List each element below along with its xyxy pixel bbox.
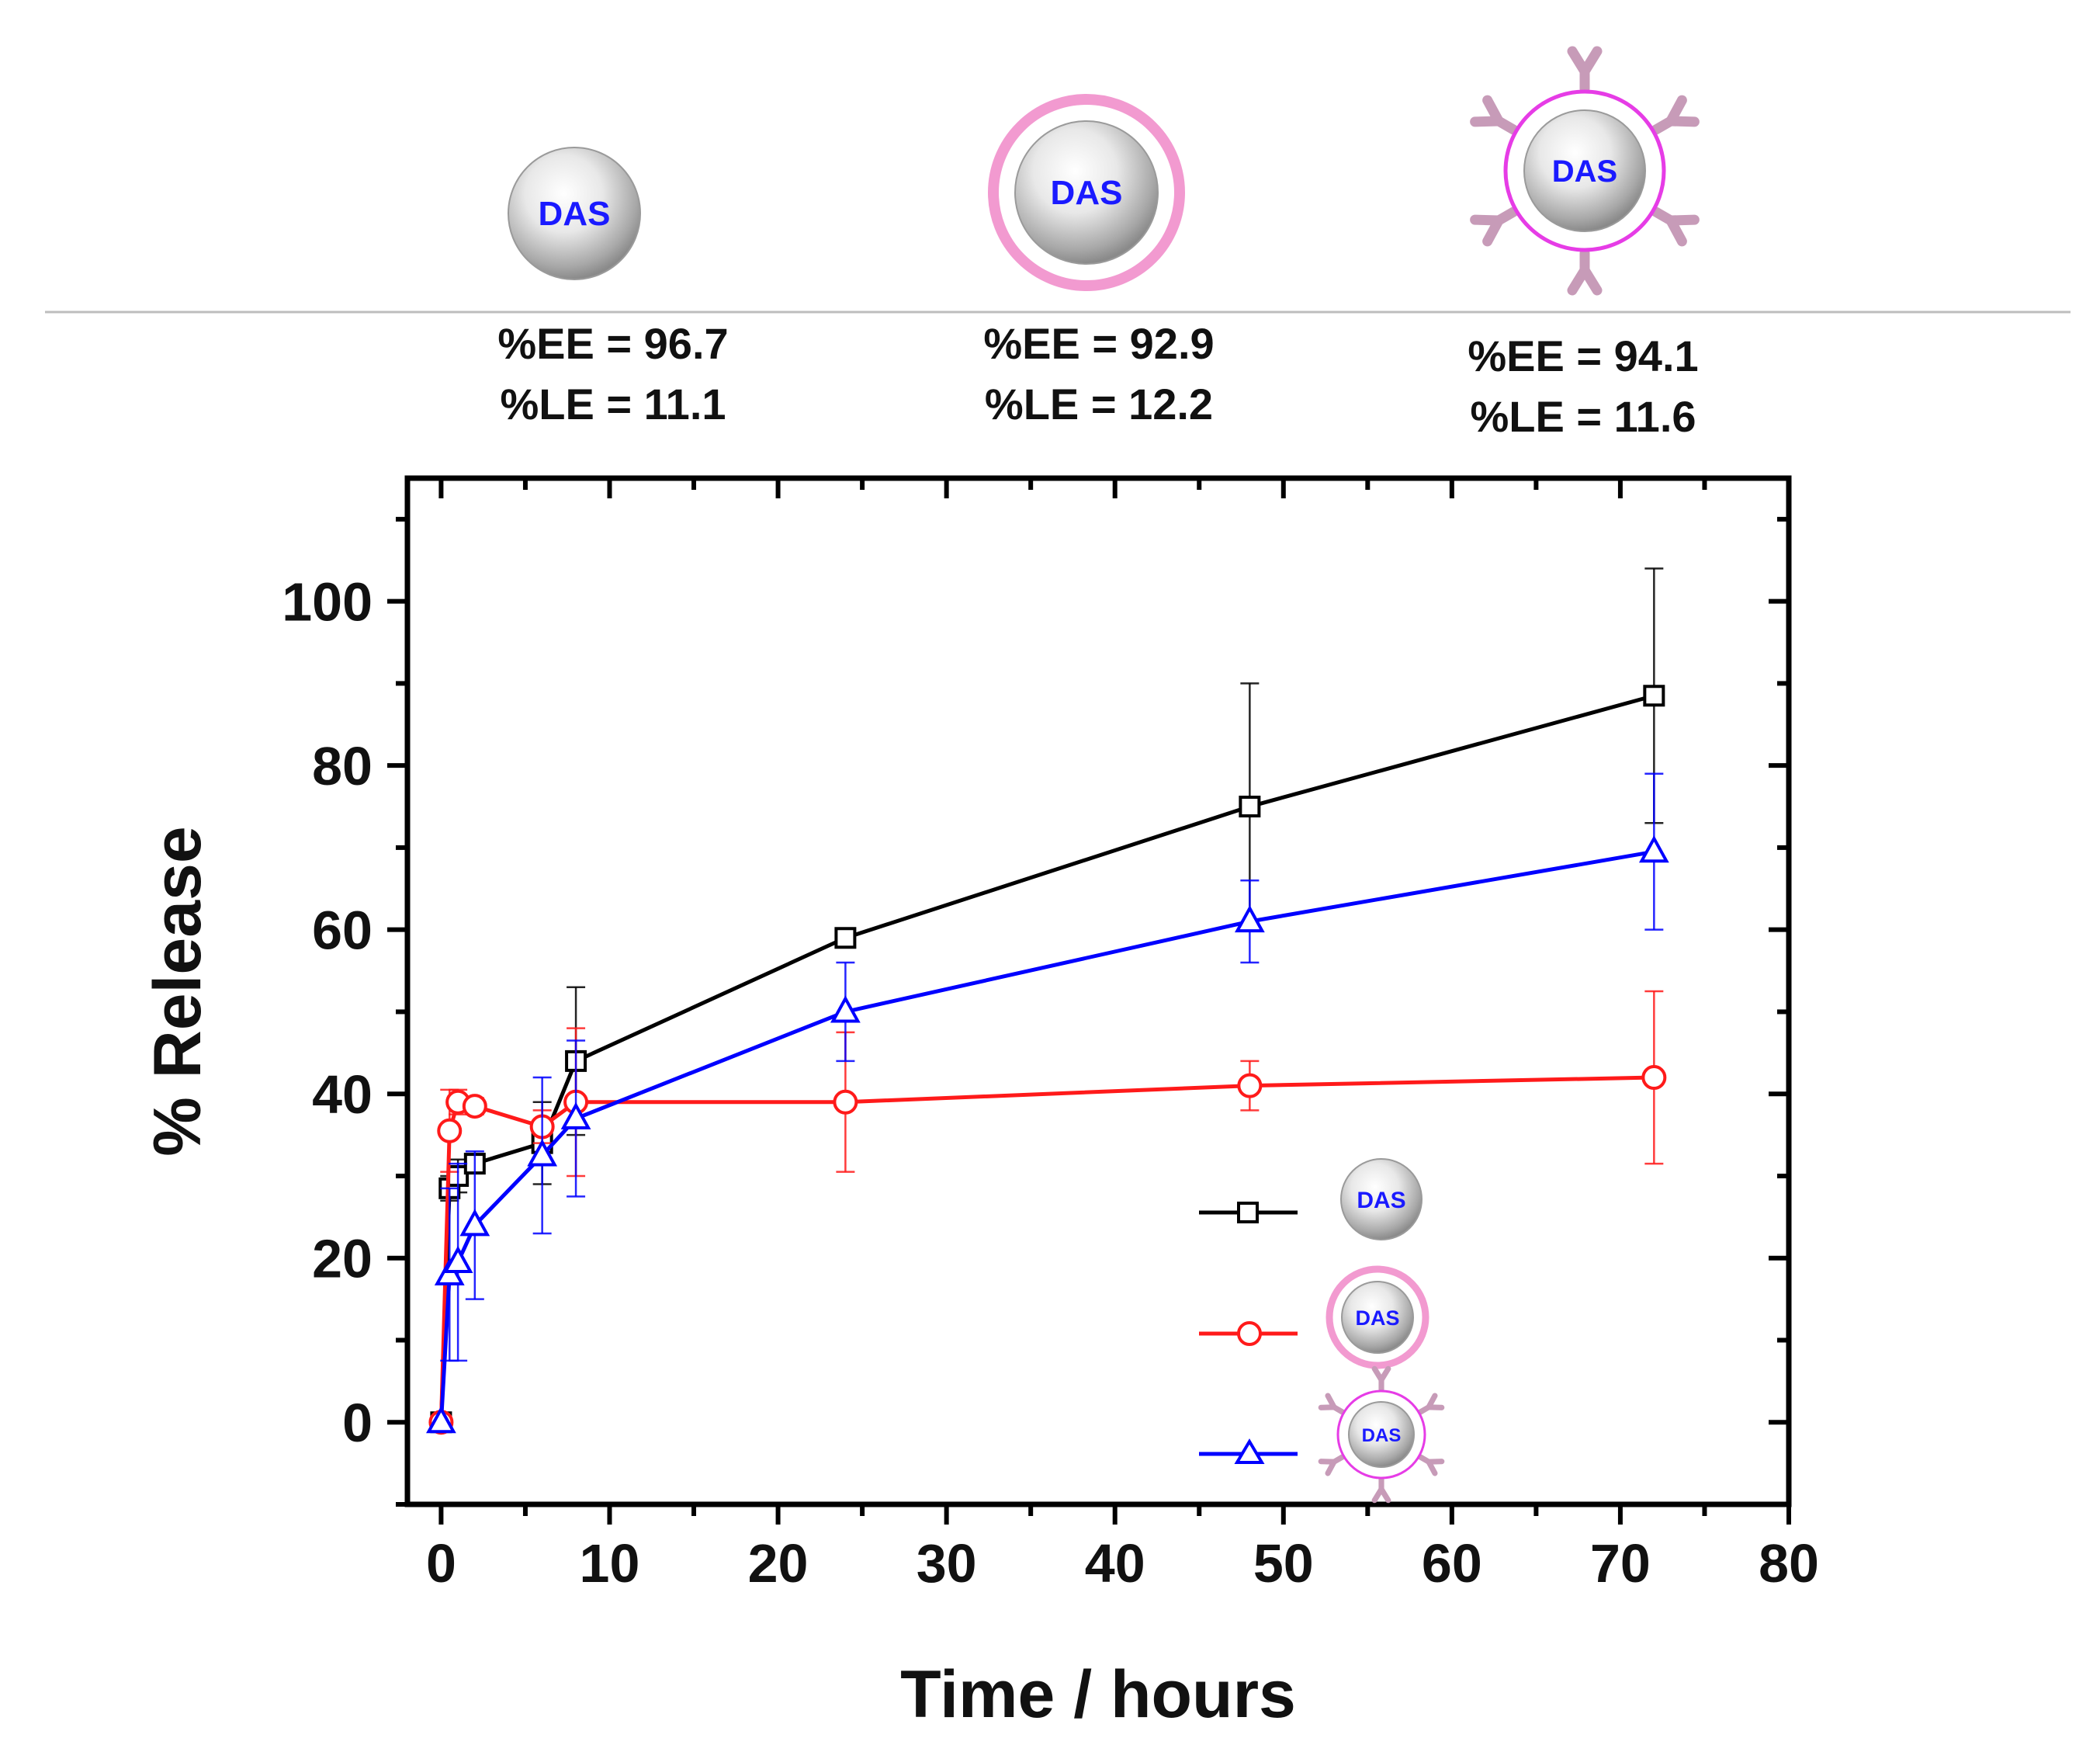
y-tick-label: 0 — [342, 1393, 373, 1453]
data-point — [833, 1089, 858, 1115]
data-point — [442, 1245, 473, 1274]
particle-antibody-label: DAS — [1552, 154, 1617, 189]
series-1 — [428, 990, 1667, 1435]
y-axis-label: % Release — [140, 826, 215, 1157]
series-2 — [426, 772, 1669, 1434]
y-tick-label: 100 — [282, 572, 373, 633]
data-point — [426, 1406, 456, 1434]
data-point — [437, 1118, 463, 1143]
data-point — [834, 927, 857, 949]
y-tick-label: 20 — [312, 1229, 373, 1289]
data-point — [560, 1101, 591, 1129]
particle-coated-label: DAS — [1051, 174, 1123, 212]
axis-ticks — [387, 478, 1791, 1525]
x-tick-label: 50 — [1253, 1533, 1314, 1594]
particle-bare-ee: %EE = 96.7 — [497, 319, 728, 368]
legend-item-coated: DAS — [1199, 1265, 1429, 1369]
plot-frame — [404, 475, 1792, 1507]
data-point — [1234, 904, 1265, 933]
x-tick-label: 70 — [1590, 1533, 1651, 1594]
x-tick-label: 30 — [917, 1533, 977, 1594]
data-series — [426, 567, 1669, 1435]
data-point — [1643, 685, 1665, 707]
data-point — [1641, 1065, 1667, 1091]
legend-label-coated: DAS — [1355, 1306, 1399, 1330]
x-axis-label: Time / hours — [900, 1657, 1296, 1732]
particle-coated-illustration: DAS — [988, 94, 1185, 291]
legend-particle-antibody — [1348, 1401, 1415, 1468]
particle-bare-label: DAS — [539, 195, 611, 233]
particle-bare-le: %LE = 11.1 — [500, 380, 726, 428]
particle-bare-core — [508, 147, 641, 280]
particle-coated-ee: %EE = 92.9 — [983, 319, 1214, 368]
legend-item-bare: DAS — [1199, 1158, 1423, 1240]
x-tick-label: 40 — [1085, 1533, 1145, 1594]
axis-tick-labels: 0 10 20 30 40 50 60 70 80 0 20 40 60 80 100 — [282, 572, 1819, 1594]
particle-antibody-ee: %EE = 94.1 — [1468, 331, 1698, 380]
series-line — [438, 849, 1655, 1423]
legend-marker-square — [1237, 1202, 1259, 1223]
particle-antibody-illustration: DAS — [1475, 51, 1695, 290]
x-tick-label: 60 — [1422, 1533, 1482, 1594]
particle-antibody-core — [1523, 109, 1646, 232]
particle-coated-le: %LE = 12.2 — [985, 380, 1213, 428]
series-line — [438, 1075, 1655, 1423]
legend-particle-coated — [1341, 1281, 1414, 1354]
x-tick-label: 20 — [748, 1533, 809, 1594]
legend-marker-circle — [1237, 1321, 1262, 1346]
data-point — [462, 1094, 487, 1119]
legend-label-bare: DAS — [1357, 1188, 1405, 1213]
x-tick-label: 10 — [580, 1533, 640, 1594]
data-point — [527, 1139, 558, 1167]
data-point — [830, 995, 861, 1023]
data-point — [1239, 796, 1261, 818]
header-particles: DAS DAS DAS %EE = 96.7 %LE = 11.1 %EE = — [45, 51, 2071, 441]
release-chart: 0 10 20 30 40 50 60 70 80 0 20 40 60 80 100 Time / hou… — [140, 475, 1819, 1732]
y-tick-label: 80 — [312, 736, 373, 796]
data-point — [459, 1209, 490, 1237]
legend-particle-coated-ring — [1325, 1265, 1429, 1369]
x-tick-label: 80 — [1759, 1533, 1819, 1594]
particle-coated-ring — [988, 94, 1185, 291]
data-point — [1638, 835, 1669, 863]
legend-label-antibody: DAS — [1362, 1425, 1402, 1446]
x-tick-label: 0 — [426, 1533, 456, 1594]
legend-particle-bare — [1340, 1158, 1423, 1240]
series-0 — [430, 567, 1665, 1434]
particle-coated-core — [1014, 120, 1159, 265]
y-tick-label: 60 — [312, 900, 373, 961]
series-line — [438, 693, 1655, 1423]
particle-antibody-le: %LE = 11.6 — [1470, 392, 1696, 441]
legend: DAS DAS — [1199, 1158, 1442, 1500]
particle-bare-illustration: DAS — [508, 147, 641, 280]
y-tick-label: 40 — [312, 1064, 373, 1125]
legend-item-antibody: DAS — [1199, 1369, 1442, 1500]
legend-marker-triangle — [1234, 1438, 1265, 1464]
data-point — [1237, 1073, 1263, 1098]
